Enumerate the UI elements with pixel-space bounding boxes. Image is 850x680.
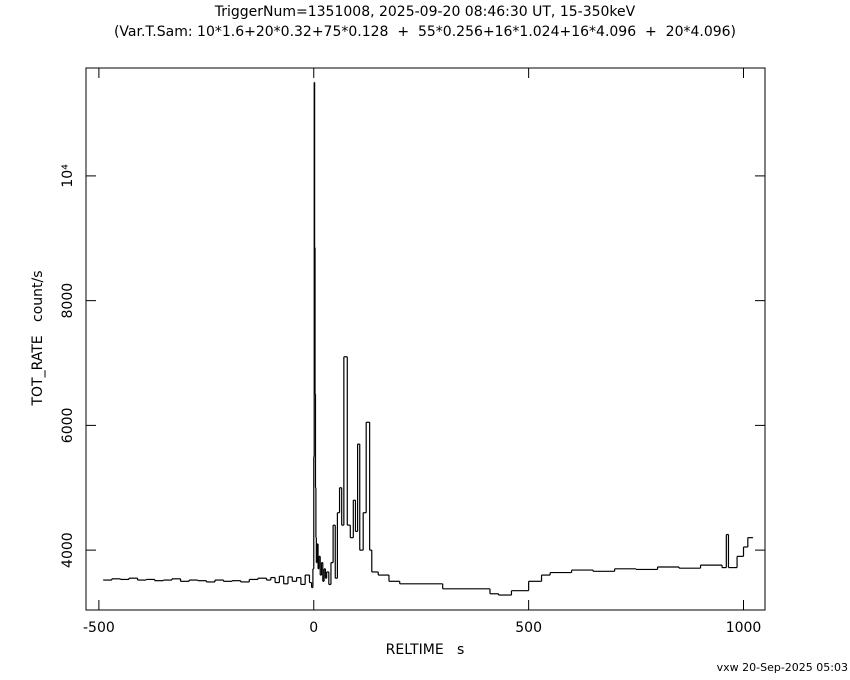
y-tick-label: 10⁴ xyxy=(60,164,76,188)
plot-frame xyxy=(85,67,766,611)
x-tick-label: 0 xyxy=(309,620,318,636)
chart-title: TriggerNum=1351008, 2025-09-20 08:46:30 … xyxy=(214,4,636,20)
x-tick-label: 500 xyxy=(515,620,542,636)
chart-subtitle: (Var.T.Sam: 10*1.6+20*0.32+75*0.128 + 55… xyxy=(114,24,736,40)
y-tick-label: 6000 xyxy=(60,408,76,444)
y-axis-label: TOT_RATE count/s xyxy=(30,270,46,406)
x-tick-label: -500 xyxy=(83,620,115,636)
y-tick-label: 4000 xyxy=(60,532,76,568)
x-tick-label: 1000 xyxy=(726,620,762,636)
y-tick-label: 8000 xyxy=(60,283,76,319)
footer: vxw 20-Sep-2025 05:03 xyxy=(717,661,848,674)
x-axis-label: RELTIME s xyxy=(386,642,465,658)
